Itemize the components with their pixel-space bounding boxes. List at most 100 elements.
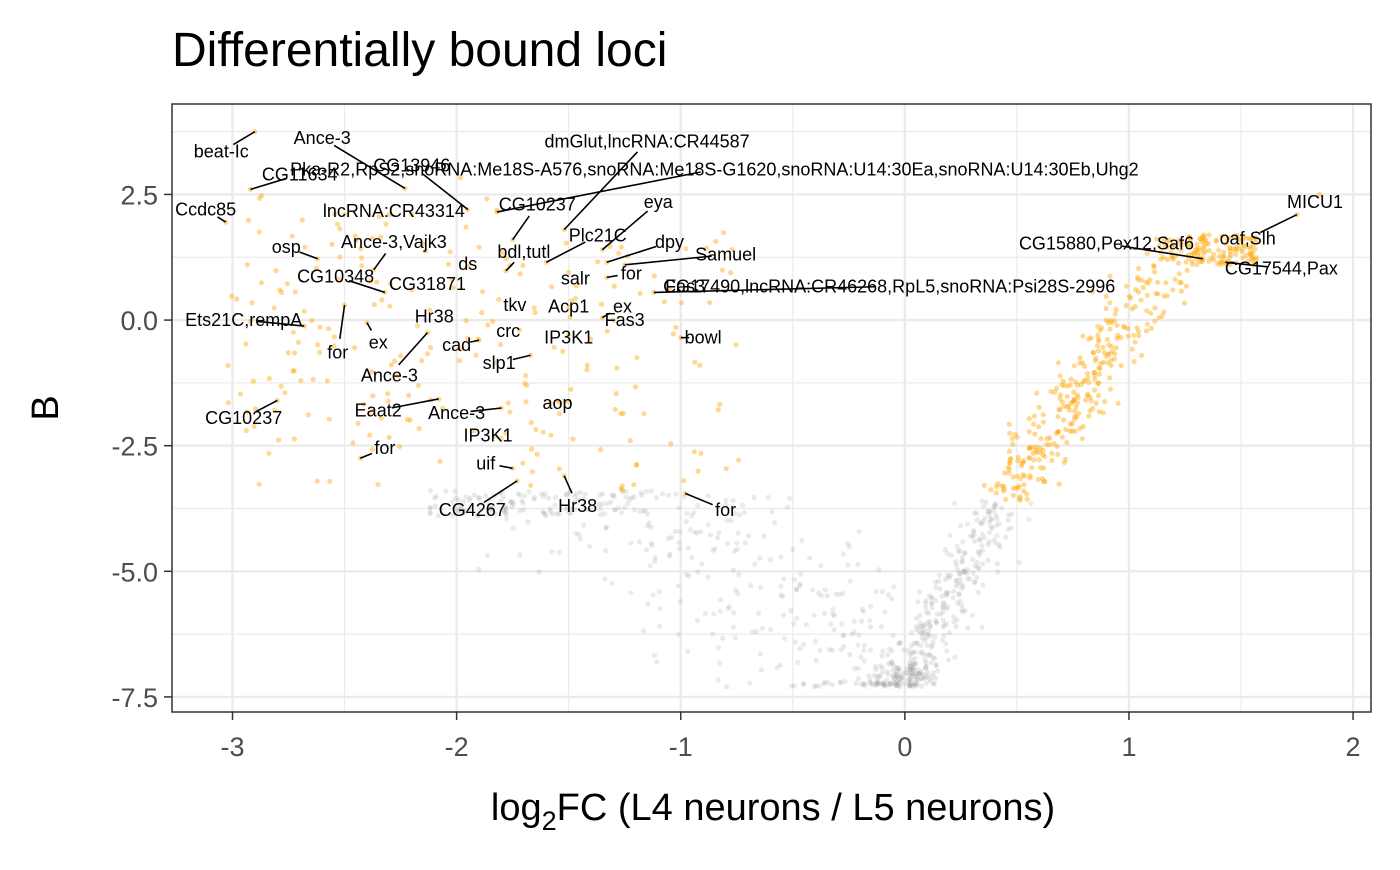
- significant-point: [704, 245, 710, 251]
- significant-point: [1220, 254, 1226, 260]
- nonsignificant-point: [937, 611, 944, 617]
- significant-point: [490, 318, 496, 325]
- nonsignificant-point: [822, 587, 828, 593]
- nonsignificant-point: [933, 585, 939, 591]
- significant-point: [557, 400, 563, 406]
- significant-point: [1227, 245, 1233, 251]
- nonsignificant-point: [944, 606, 950, 612]
- nonsignificant-point: [772, 520, 778, 526]
- nonsignificant-point: [891, 676, 897, 682]
- significant-point: [1063, 426, 1069, 433]
- significant-point: [1194, 241, 1200, 247]
- nonsignificant-point: [645, 601, 651, 607]
- nonsignificant-point: [926, 651, 933, 658]
- nonsignificant-point: [552, 502, 558, 508]
- significant-point: [1024, 491, 1030, 497]
- nonsignificant-point: [894, 682, 900, 689]
- nonsignificant-point: [889, 648, 895, 654]
- nonsignificant-point: [910, 661, 916, 667]
- nonsignificant-point: [980, 582, 986, 588]
- significant-point: [1067, 428, 1073, 434]
- nonsignificant-point: [896, 641, 902, 647]
- significant-point: [566, 304, 572, 311]
- nonsignificant-point: [957, 576, 964, 582]
- significant-point: [1112, 351, 1118, 357]
- significant-point: [618, 486, 624, 492]
- significant-point: [1055, 414, 1061, 420]
- label-segment: [333, 144, 406, 190]
- nonsignificant-point: [450, 512, 456, 519]
- nonsignificant-point: [979, 543, 985, 549]
- nonsignificant-point: [979, 498, 985, 504]
- nonsignificant-point: [897, 640, 903, 646]
- nonsignificant-point: [1003, 534, 1009, 540]
- significant-point: [1040, 419, 1047, 425]
- significant-point: [1041, 478, 1047, 484]
- significant-point: [1239, 249, 1245, 255]
- nonsignificant-point: [929, 605, 935, 611]
- nonsignificant-point: [969, 533, 976, 539]
- significant-point: [668, 440, 674, 447]
- significant-point: [1189, 261, 1195, 267]
- nonsignificant-point: [839, 621, 845, 627]
- significant-point: [1115, 332, 1121, 339]
- significant-point: [1151, 263, 1157, 269]
- significant-point: [1216, 253, 1223, 259]
- nonsignificant-point: [918, 670, 925, 677]
- significant-point: [1156, 243, 1162, 249]
- nonsignificant-point: [927, 678, 934, 684]
- nonsignificant-point: [940, 601, 946, 607]
- significant-point: [225, 400, 231, 406]
- significant-point: [1189, 258, 1195, 264]
- significant-point: [309, 317, 315, 324]
- significant-point: [1065, 383, 1071, 389]
- nonsignificant-point: [647, 563, 653, 569]
- significant-point: [1201, 242, 1207, 249]
- significant-point: [620, 410, 626, 417]
- nonsignificant-point: [913, 615, 920, 621]
- point-labels: beat-IcCG11634Ccdc85Ance-3CG13946lncRNA:…: [175, 128, 1343, 520]
- nonsignificant-point: [890, 680, 896, 686]
- significant-point: [1135, 289, 1142, 295]
- nonsignificant-point: [780, 612, 787, 618]
- significant-point: [313, 265, 320, 272]
- nonsignificant-point: [873, 666, 879, 673]
- nonsignificant-point: [463, 494, 469, 500]
- significant-point: [1221, 249, 1227, 255]
- nonsignificant-point: [916, 671, 922, 677]
- nonsignificant-point: [885, 592, 892, 598]
- significant-point: [484, 196, 490, 202]
- nonsignificant-point: [710, 631, 716, 637]
- nonsignificant-point: [597, 492, 603, 498]
- gene-label: slp1: [483, 353, 516, 373]
- significant-point: [1036, 424, 1042, 430]
- gene-label: eya: [644, 192, 674, 212]
- nonsignificant-point: [907, 680, 913, 686]
- label-segment: [1225, 261, 1268, 268]
- significant-point: [1108, 362, 1114, 369]
- significant-point: [1201, 237, 1207, 243]
- nonsignificant-point: [585, 506, 591, 512]
- significant-point: [1202, 248, 1208, 254]
- nonsignificant-point: [944, 551, 950, 557]
- nonsignificant-point: [456, 508, 462, 514]
- significant-point: [414, 323, 421, 329]
- nonsignificant-point: [599, 501, 605, 507]
- nonsignificant-point: [467, 495, 473, 501]
- significant-point: [1063, 456, 1069, 462]
- significant-point: [1178, 248, 1184, 254]
- nonsignificant-point: [932, 579, 939, 586]
- nonsignificant-point: [918, 642, 924, 649]
- significant-point: [1016, 496, 1023, 502]
- significant-point: [533, 427, 539, 433]
- significant-point: [1074, 414, 1080, 420]
- nonsignificant-point: [856, 528, 862, 535]
- nonsignificant-point: [871, 672, 878, 679]
- nonsignificant-point: [875, 679, 881, 685]
- nonsignificant-point: [930, 654, 936, 660]
- significant-point: [1121, 323, 1127, 329]
- nonsignificant-point: [974, 510, 980, 516]
- nonsignificant-point: [556, 511, 562, 517]
- nonsignificant-point: [556, 550, 562, 556]
- nonsignificant-point: [915, 599, 921, 605]
